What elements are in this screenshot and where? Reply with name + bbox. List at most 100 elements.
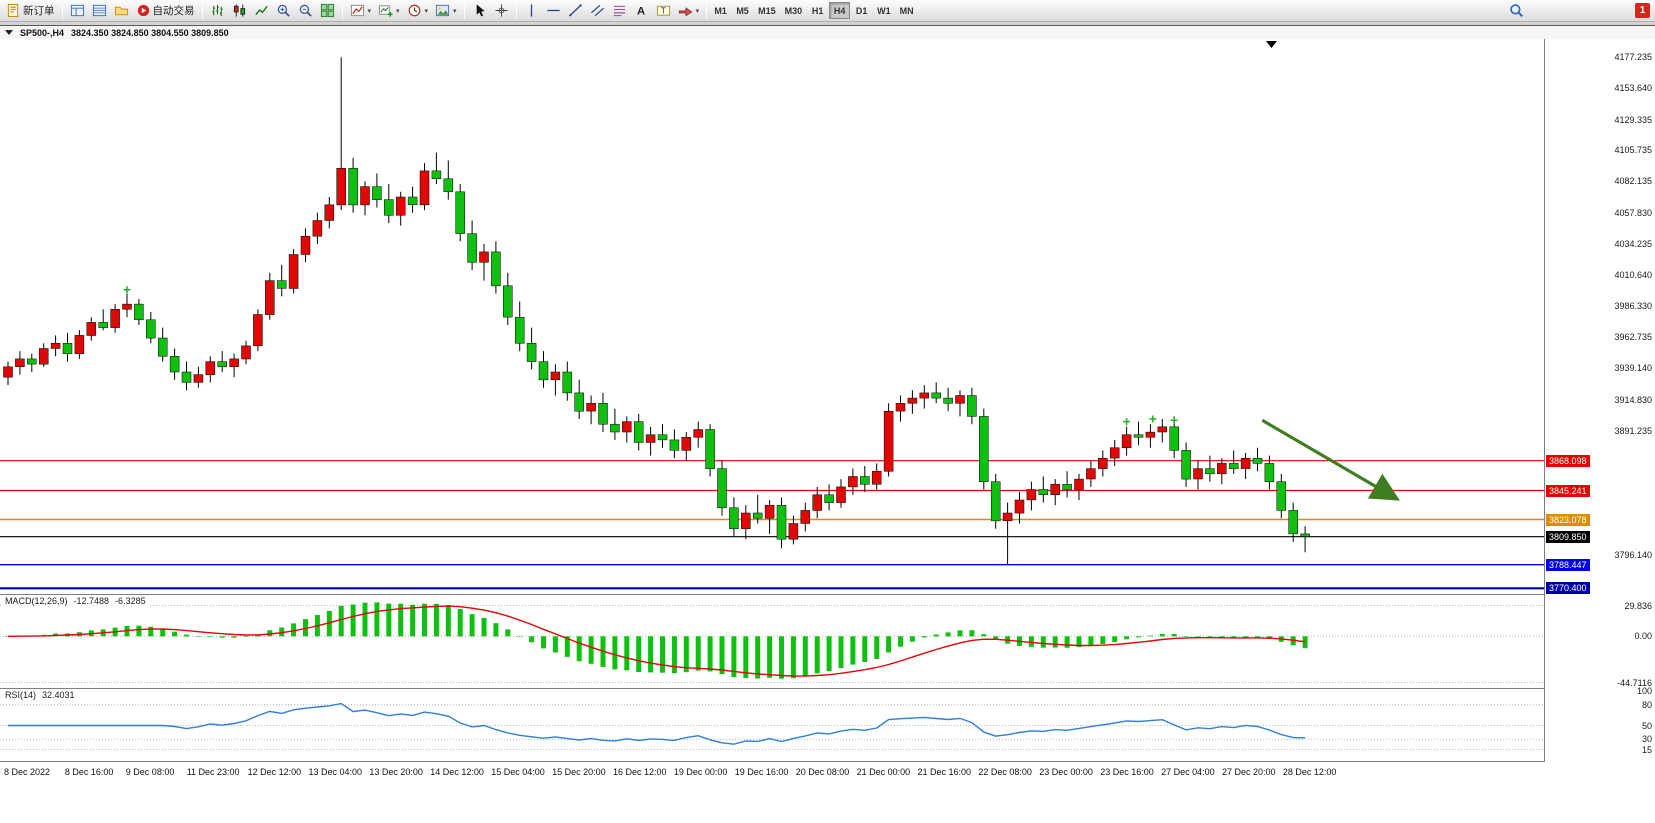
time-axis[interactable]: 8 Dec 2022 8 Dec 16:00 9 Dec 08:00 11 Dec 2…: [0, 762, 1655, 780]
cursor-button[interactable]: [469, 1, 490, 20]
price-axis[interactable]: 4177.235 4153.640 4129.335 4105.735 4082.135…: [1544, 39, 1655, 762]
indicators-button[interactable]: ▾: [347, 1, 375, 20]
timeframe-d1-button[interactable]: D1: [851, 2, 872, 19]
navigator-button[interactable]: [111, 1, 132, 20]
time-tick: 27 Dec 20:00: [1222, 767, 1276, 777]
zoom-in-icon: [276, 3, 291, 18]
tile-windows-button[interactable]: [317, 1, 338, 20]
bars-icon: [210, 3, 225, 18]
templates-button[interactable]: ▾: [432, 1, 460, 20]
price-tick: 4010.640: [1614, 269, 1652, 280]
chart-ohlc-values: 3824.350 3824.850 3804.550 3809.850: [71, 27, 229, 38]
indicators-icon: [350, 3, 365, 18]
price-tick: 4082.135: [1614, 176, 1652, 187]
auto-trading-icon: [136, 3, 151, 18]
market-watch-icon: [70, 3, 85, 18]
price-tick: 3986.330: [1614, 301, 1652, 312]
macd-histogram: [5, 602, 1308, 679]
macd-axis-tick: 29.836: [1624, 600, 1652, 611]
cursor-icon: [472, 3, 487, 18]
auto-trading-button-label: 自动交易: [152, 5, 195, 17]
horizontal-line-button[interactable]: [543, 1, 564, 20]
new-order-icon: [6, 3, 21, 18]
label-button[interactable]: T: [653, 1, 674, 20]
price-chart-panel[interactable]: [0, 39, 1655, 595]
price-tick: 3914.830: [1614, 394, 1652, 405]
time-tick: 15 Dec 04:00: [491, 767, 545, 777]
time-tick: 11 Dec 23:00: [186, 767, 240, 777]
shapes-icon: [678, 3, 693, 18]
price-line-tag: 3788.447: [1546, 558, 1590, 571]
price-tick: 3939.140: [1614, 362, 1652, 373]
notification-badge[interactable]: 1: [1635, 3, 1650, 18]
crosshair-button[interactable]: [491, 1, 512, 20]
timeframe-mn-button[interactable]: MN: [896, 2, 918, 19]
dropdown-caret-icon: ▾: [367, 7, 372, 15]
price-chart[interactable]: [0, 39, 1544, 594]
search-button[interactable]: [1506, 1, 1527, 20]
new-order-button-label: 新订单: [23, 5, 55, 17]
time-tick: 14 Dec 12:00: [430, 767, 484, 777]
text-button[interactable]: A: [631, 1, 652, 20]
rsi-axis-tick: 30: [1641, 734, 1652, 745]
price-tick: 3796.140: [1614, 549, 1652, 560]
trendline-icon: [568, 3, 583, 18]
macd-axis-tick: 0.00: [1634, 631, 1652, 642]
time-tick: 28 Dec 12:00: [1282, 767, 1337, 777]
shapes-button[interactable]: ▾: [675, 1, 703, 20]
time-tick: 19 Dec 00:00: [673, 767, 728, 777]
vertical-line-button[interactable]: [521, 1, 542, 20]
line-chart-mode-button[interactable]: [251, 1, 272, 20]
line-chart-icon: [254, 3, 269, 18]
timeframe-m15-button[interactable]: M15: [754, 2, 780, 19]
macd-chart[interactable]: [0, 595, 1544, 688]
rsi-chart[interactable]: [0, 689, 1544, 761]
trendline-button[interactable]: [565, 1, 586, 20]
auto-trading-button[interactable]: 自动交易: [133, 1, 198, 20]
price-tick: 4129.335: [1614, 114, 1652, 125]
timeframe-w1-button[interactable]: W1: [873, 2, 895, 19]
window-menu-icon[interactable]: [5, 30, 13, 35]
time-tick: 13 Dec 04:00: [308, 767, 363, 777]
macd-panel[interactable]: MACD(12,26,9) -12.7488 -6.3285: [0, 595, 1655, 689]
price-line-tag: 3809.850: [1546, 530, 1590, 543]
candlestick-mode-button[interactable]: [229, 1, 250, 20]
macd-axis-tick: -44.7116: [1617, 677, 1652, 688]
periods-button[interactable]: ▾: [404, 1, 432, 20]
arrow-annotation[interactable]: [1261, 418, 1400, 501]
price-line-tag: 3868.098: [1546, 454, 1590, 467]
rsi-panel[interactable]: RSI(14) 32.4031: [0, 689, 1655, 762]
zoom-in-button[interactable]: [273, 1, 294, 20]
new-chart-button[interactable]: ▾: [375, 1, 403, 20]
price-tick: 3962.735: [1614, 332, 1652, 343]
fibonacci-button[interactable]: [609, 1, 630, 20]
timeframe-h4-button[interactable]: H4: [829, 2, 851, 19]
equidistant-channel-button[interactable]: [587, 1, 608, 20]
market-watch-button[interactable]: [67, 1, 88, 20]
template-icon: [435, 3, 450, 18]
timeframe-h1-button[interactable]: H1: [807, 2, 828, 19]
price-tick: 4153.640: [1614, 82, 1652, 93]
toolbar-buttons: 新订单 自动交易 ▾ ▾ ▾ ▾ A T ▾: [3, 1, 710, 20]
zoom-out-button[interactable]: [295, 1, 316, 20]
bar-chart-mode-button[interactable]: [207, 1, 228, 20]
new-order-button[interactable]: 新订单: [3, 1, 58, 20]
timeframe-m5-button[interactable]: M5: [732, 2, 753, 19]
rsi-axis-tick: 15: [1641, 744, 1652, 755]
time-tick: 20 Dec 08:00: [795, 767, 850, 777]
data-window-button[interactable]: [89, 1, 110, 20]
time-tick: 13 Dec 20:00: [369, 767, 423, 777]
timeframe-m30-button[interactable]: M30: [781, 2, 807, 19]
horizontal-lines[interactable]: [0, 460, 1544, 590]
time-tick: 9 Dec 08:00: [125, 767, 175, 777]
price-tick: 4105.735: [1614, 145, 1652, 156]
hline-icon: [546, 3, 561, 18]
time-tick: 19 Dec 16:00: [734, 767, 789, 777]
dropdown-caret-icon: ▾: [424, 7, 429, 15]
time-tick: 8 Dec 16:00: [64, 767, 114, 777]
timeframe-m1-button[interactable]: M1: [710, 2, 731, 19]
fractal-plus-markers: [123, 286, 1178, 426]
price-line-tag: 3845.241: [1546, 484, 1590, 497]
price-line-tag: 3823.078: [1546, 513, 1590, 526]
label-icon: T: [656, 3, 671, 18]
